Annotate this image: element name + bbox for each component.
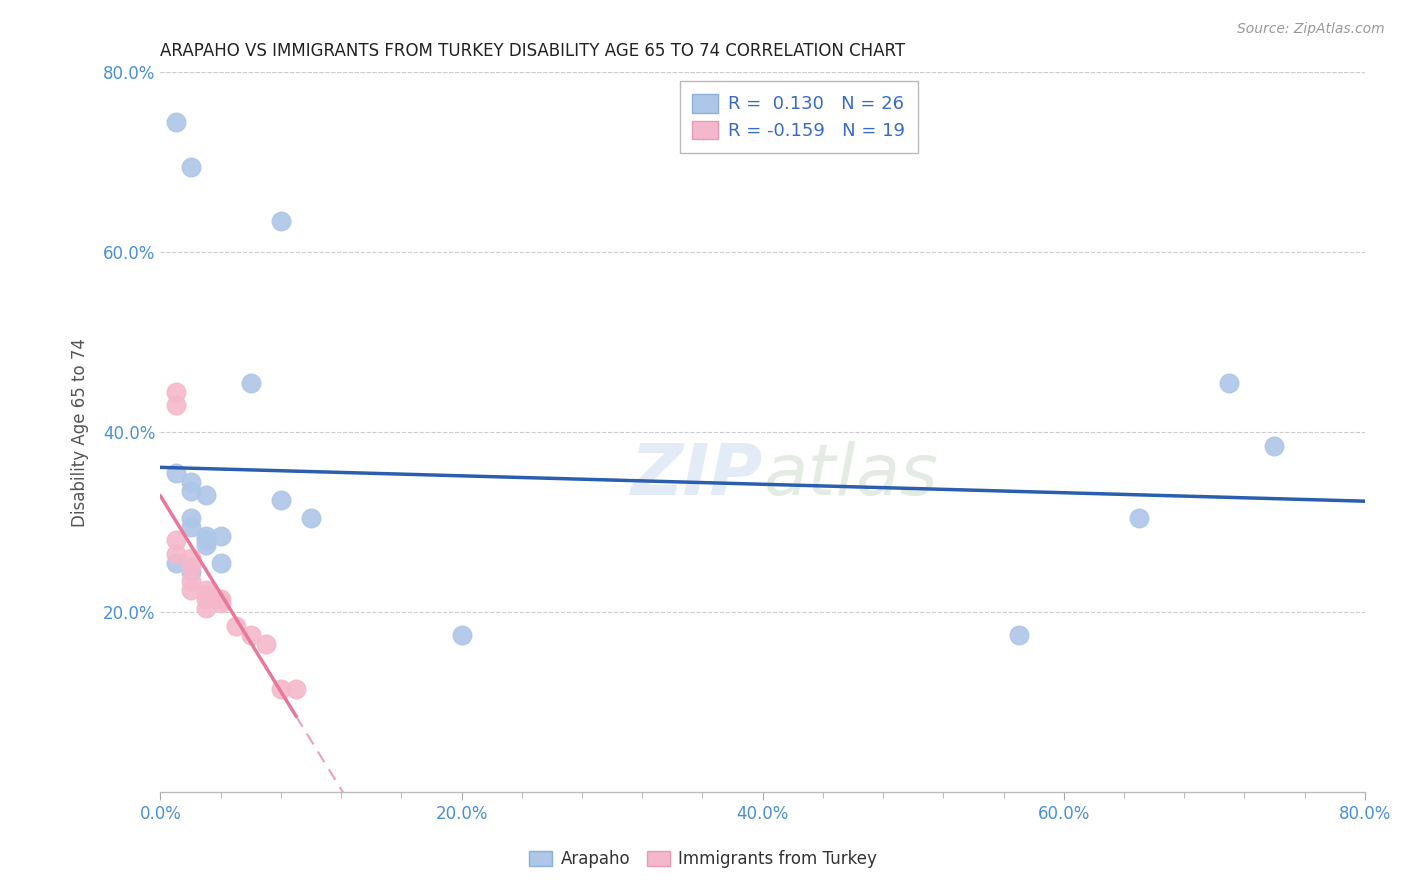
Point (180, 582, 202, 597)
Text: ARAPAHO VS IMMIGRANTS FROM TURKEY DISABILITY AGE 65 TO 74 CORRELATION CHART: ARAPAHO VS IMMIGRANTS FROM TURKEY DISABI… (160, 42, 905, 60)
Point (180, 551, 202, 566)
Point (239, 628, 262, 642)
Point (1218, 376, 1240, 390)
Point (239, 376, 262, 390)
Point (270, 492, 292, 507)
Point (209, 591, 232, 606)
Y-axis label: Disability Age 65 to 74: Disability Age 65 to 74 (72, 338, 89, 527)
Point (180, 565, 202, 579)
Text: atlas: atlas (762, 441, 938, 510)
Point (194, 591, 217, 606)
Point (194, 529, 217, 543)
Point (1128, 511, 1150, 525)
Legend: R =  0.130   N = 26, R = -0.159   N = 19: R = 0.130 N = 26, R = -0.159 N = 19 (679, 81, 918, 153)
Point (165, 466, 187, 480)
Point (450, 628, 472, 642)
Point (299, 511, 322, 525)
Point (1263, 439, 1285, 453)
Point (180, 520, 202, 534)
Point (165, 547, 187, 561)
Point (194, 533, 217, 548)
Point (209, 556, 232, 570)
Point (194, 587, 217, 601)
Point (225, 619, 247, 633)
Point (165, 398, 187, 412)
Point (165, 115, 187, 129)
Legend: Arapaho, Immigrants from Turkey: Arapaho, Immigrants from Turkey (522, 844, 884, 875)
Point (254, 637, 277, 651)
Point (180, 483, 202, 498)
Text: ZIP: ZIP (630, 441, 762, 510)
Point (180, 574, 202, 588)
Point (270, 681, 292, 696)
Point (209, 529, 232, 543)
Point (194, 488, 217, 502)
Point (194, 538, 217, 552)
Point (194, 582, 217, 597)
Point (165, 556, 187, 570)
Point (1007, 628, 1029, 642)
Point (180, 511, 202, 525)
Point (209, 596, 232, 610)
Point (165, 533, 187, 548)
Point (180, 160, 202, 174)
Point (285, 681, 308, 696)
Point (270, 214, 292, 228)
Point (180, 560, 202, 574)
Point (165, 384, 187, 399)
Point (194, 600, 217, 615)
Point (180, 475, 202, 489)
Text: Source: ZipAtlas.com: Source: ZipAtlas.com (1237, 22, 1385, 37)
